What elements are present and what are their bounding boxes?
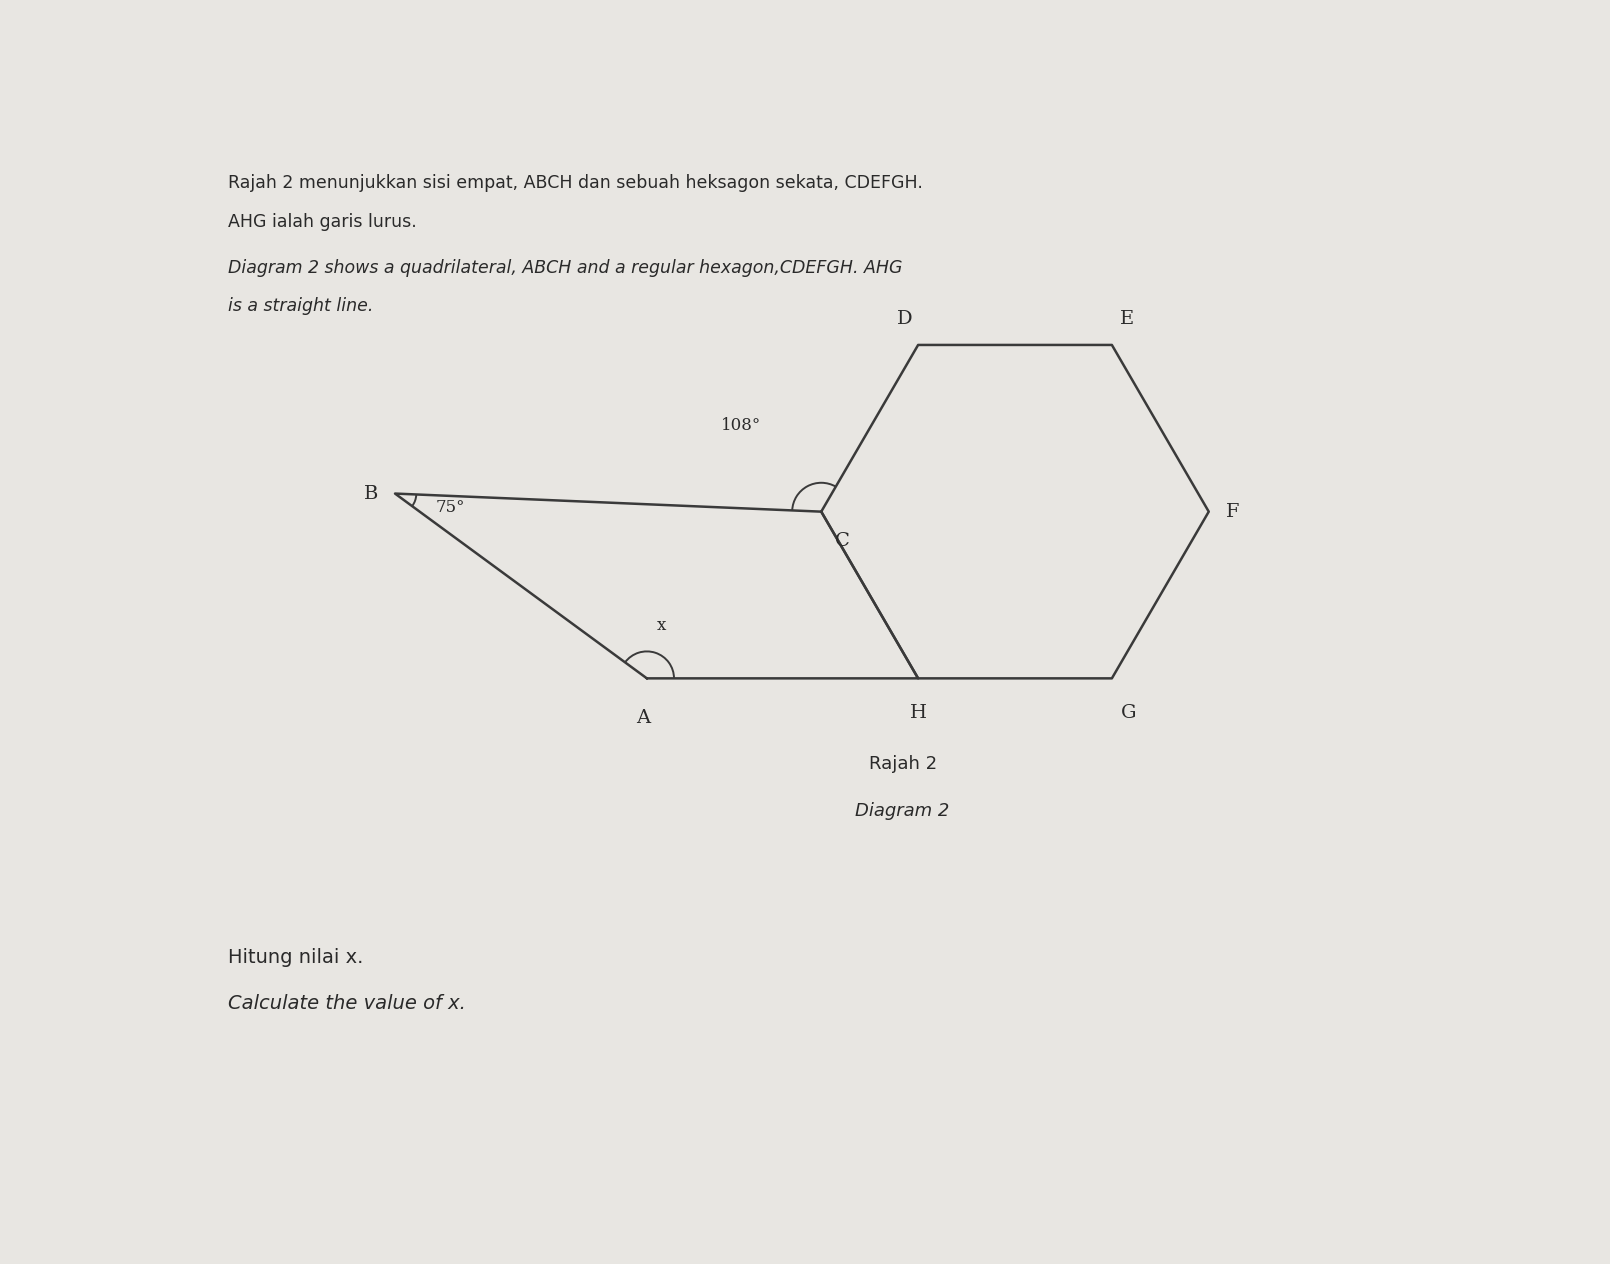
Text: Rajah 2 menunjukkan sisi empat, ABCH dan sebuah heksagon sekata, CDEFGH.: Rajah 2 menunjukkan sisi empat, ABCH dan… (229, 174, 923, 192)
Text: Hitung nilai x.: Hitung nilai x. (229, 948, 364, 967)
Text: 108°: 108° (721, 417, 762, 435)
Text: is a straight line.: is a straight line. (229, 297, 374, 315)
Text: x: x (657, 618, 667, 635)
Text: F: F (1225, 503, 1240, 521)
Text: H: H (910, 704, 927, 722)
Text: G: G (1121, 704, 1137, 722)
Text: B: B (364, 484, 378, 503)
Text: AHG ialah garis lurus.: AHG ialah garis lurus. (229, 212, 417, 230)
Text: Rajah 2: Rajah 2 (868, 756, 937, 774)
Text: E: E (1121, 310, 1135, 327)
Text: C: C (836, 532, 850, 550)
Text: Diagram 2: Diagram 2 (855, 801, 950, 819)
Text: 75°: 75° (435, 499, 465, 516)
Text: Diagram 2 shows a quadrilateral, ABCH and a regular hexagon,CDEFGH. AHG: Diagram 2 shows a quadrilateral, ABCH an… (229, 259, 903, 277)
Text: Calculate the value of x.: Calculate the value of x. (229, 994, 467, 1012)
Text: D: D (897, 310, 913, 327)
Text: A: A (636, 709, 650, 727)
